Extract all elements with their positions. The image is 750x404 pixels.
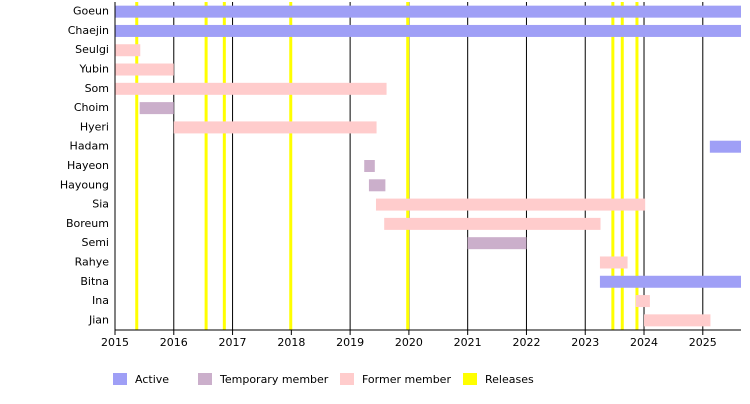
y-tick-label: Yubin	[79, 63, 109, 76]
y-tick-label: Ina	[92, 294, 109, 307]
bar	[115, 24, 741, 37]
legend: Active Temporary member Former member Relea…	[113, 373, 534, 386]
y-tick-label: Boreum	[66, 217, 109, 230]
y-tick-label: Bitna	[80, 275, 109, 288]
y-tick-label: Chaejin	[68, 24, 109, 37]
legend-label: Active	[135, 373, 169, 386]
y-tick-label: Choim	[74, 101, 109, 114]
legend-swatch	[463, 373, 477, 385]
y-tick-label: Jian	[88, 313, 109, 326]
x-tick-label: 2015	[101, 336, 129, 349]
legend-label: Releases	[485, 373, 534, 386]
y-tick-label: Hayoung	[60, 178, 109, 191]
bar	[139, 102, 174, 115]
x-tick-label: 2025	[689, 336, 717, 349]
legend-swatch	[198, 373, 212, 385]
x-tick-label: 2017	[219, 336, 247, 349]
bar	[599, 256, 628, 269]
bar	[384, 217, 601, 230]
bar	[115, 63, 174, 76]
legend-label: Temporary member	[219, 373, 329, 386]
y-tick-label: Hayeon	[67, 159, 109, 172]
bar	[364, 160, 375, 172]
legend-swatch	[113, 373, 127, 385]
bar	[115, 82, 387, 95]
bar	[115, 44, 141, 57]
bar	[375, 198, 646, 211]
x-tick-label: 2016	[160, 336, 188, 349]
bars	[115, 5, 741, 327]
releases	[135, 2, 639, 330]
bar	[709, 140, 741, 153]
y-tick-label: Seulgi	[75, 43, 109, 56]
x-tick-label: 2018	[277, 336, 305, 349]
x-tick-label: 2024	[630, 336, 658, 349]
x-tick-label: 2021	[454, 336, 482, 349]
axes: Goeun Chaejin Seulgi Yubin Som Choim Hyeri Hada…	[60, 2, 741, 349]
bar	[467, 237, 527, 250]
legend-label: Former member	[362, 373, 451, 386]
bar	[173, 121, 377, 134]
bar	[368, 179, 386, 192]
bar	[635, 295, 650, 308]
bar	[599, 275, 741, 288]
y-tick-label: Som	[85, 82, 109, 95]
y-tick-label: Semi	[81, 236, 109, 249]
x-tick-label: 2020	[395, 336, 423, 349]
legend-swatch	[340, 373, 354, 385]
y-tick-label: Hadam	[70, 140, 109, 153]
y-tick-label: Goeun	[73, 5, 109, 18]
bar	[115, 5, 741, 18]
x-tick-label: 2019	[336, 336, 364, 349]
y-tick-label: Sia	[92, 198, 109, 211]
bar	[644, 314, 711, 327]
x-tick-label: 2022	[512, 336, 540, 349]
y-tick-label: Hyeri	[80, 120, 109, 133]
y-tick-label: Rahye	[75, 255, 110, 268]
x-tick-label: 2023	[571, 336, 599, 349]
